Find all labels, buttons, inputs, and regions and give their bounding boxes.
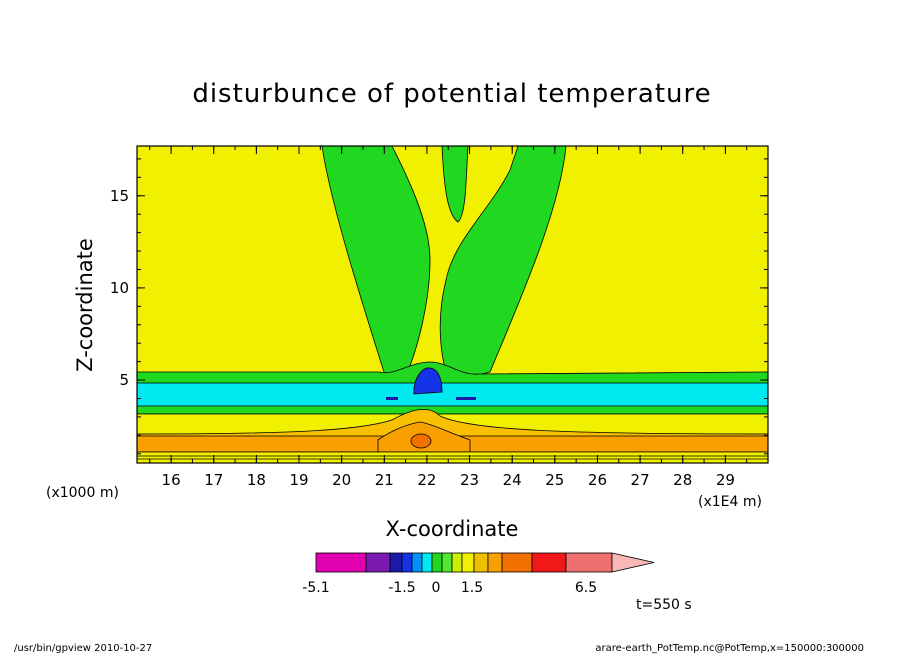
cyan-band (137, 382, 768, 407)
bottom-yellow-band (137, 451, 768, 463)
colorbar-segment (431, 552, 443, 573)
colorbar-segment (441, 552, 453, 573)
x-tick-label: 21 (375, 471, 394, 489)
colorbar-segment (365, 552, 391, 573)
plume-right (439, 146, 567, 383)
colorbar-label: 6.5 (575, 580, 597, 596)
colorbar-segment (565, 552, 613, 573)
colorbar-arrow (611, 552, 655, 573)
x-tick-label: 26 (588, 471, 607, 489)
blue-core (413, 367, 443, 395)
plume-left (321, 146, 431, 383)
colorbar-segment (461, 552, 475, 573)
colorbar-labels: -5.1 -1.5 0 1.5 6.5 (302, 580, 597, 596)
x-tick-label: 29 (716, 471, 735, 489)
x-tick-label: 22 (417, 471, 436, 489)
y-tick-label: 15 (110, 187, 129, 205)
x-tick-label: 23 (460, 471, 479, 489)
colorbar-segment (531, 552, 567, 573)
chart-title: disturbunce of potential temperature (192, 79, 711, 109)
time-label: t=550 s (636, 597, 692, 613)
colorbar-segment (487, 552, 503, 573)
y-axis: 5 10 15 (110, 158, 768, 455)
colorbar (315, 552, 655, 573)
x-tick-label: 19 (289, 471, 308, 489)
x-axis: 16 17 18 19 20 21 22 23 24 25 26 27 28 29 (149, 146, 748, 489)
x-tick-label: 24 (503, 471, 522, 489)
x-axis-label: X-coordinate (386, 517, 519, 541)
x-tick-label: 20 (332, 471, 351, 489)
dark-orange-core (410, 433, 432, 449)
x-tick-label: 18 (247, 471, 266, 489)
x-tick-label: 16 (162, 471, 181, 489)
colorbar-label: -5.1 (302, 580, 329, 596)
footer-left: /usr/bin/gpview 2010-10-27 (14, 643, 152, 654)
footer-right: arare-earth_PotTemp.nc@PotTemp,x=150000:… (595, 643, 864, 654)
contour-field (137, 146, 768, 463)
colorbar-segment (501, 552, 533, 573)
plume-top-finger (441, 146, 469, 223)
colorbar-label: 0 (432, 580, 441, 596)
y-tick-label: 10 (110, 279, 129, 297)
colorbar-segment (401, 552, 413, 573)
x-units-left: (x1000 m) (46, 485, 119, 501)
plot-frame (136, 145, 769, 464)
colorbar-segment (421, 552, 433, 573)
blue-spot-2 (456, 397, 476, 400)
x-tick-label: 28 (673, 471, 692, 489)
colorbar-segment (451, 552, 463, 573)
colorbar-segment (315, 552, 367, 573)
x-tick-label: 17 (204, 471, 223, 489)
x-tick-label: 25 (545, 471, 564, 489)
colorbar-label: 1.5 (461, 580, 483, 596)
colorbar-segment (389, 552, 403, 573)
y-tick-label: 5 (119, 371, 129, 389)
x-tick-label: 27 (631, 471, 650, 489)
y-axis-label: Z-coordinate (73, 238, 97, 372)
colorbar-label: -1.5 (388, 580, 415, 596)
x-units-right: (x1E4 m) (698, 494, 762, 510)
colorbar-segment (473, 552, 489, 573)
blue-spot-1 (386, 397, 398, 400)
colorbar-segment (411, 552, 423, 573)
